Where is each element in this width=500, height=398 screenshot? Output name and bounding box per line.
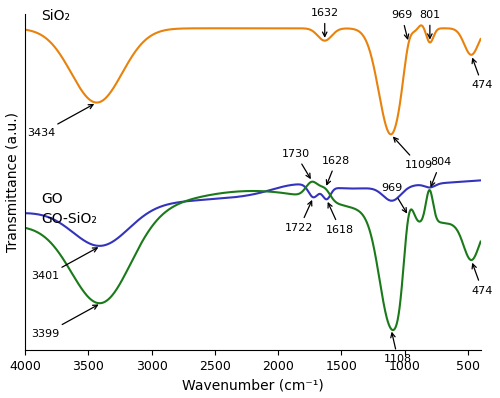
Text: 1730: 1730 [282, 149, 310, 178]
Text: 1618: 1618 [326, 203, 354, 235]
Text: 1108: 1108 [384, 333, 412, 365]
X-axis label: Wavenumber (cm⁻¹): Wavenumber (cm⁻¹) [182, 378, 324, 392]
Text: 3399: 3399 [32, 305, 98, 339]
Text: 1722: 1722 [286, 201, 314, 233]
Text: 1628: 1628 [322, 156, 350, 185]
Text: 801: 801 [420, 10, 440, 38]
Text: 1109: 1109 [394, 137, 432, 170]
Text: 3434: 3434 [27, 105, 93, 138]
Text: 474: 474 [472, 264, 493, 296]
Text: 969: 969 [382, 183, 406, 213]
Y-axis label: Transmittance (a.u.): Transmittance (a.u.) [6, 112, 20, 252]
Text: SiO₂: SiO₂ [42, 9, 70, 23]
Text: GO: GO [42, 192, 63, 206]
Text: 474: 474 [472, 59, 493, 90]
Text: 3401: 3401 [32, 248, 97, 281]
Text: 969: 969 [391, 10, 412, 39]
Text: GO-SiO₂: GO-SiO₂ [42, 212, 98, 226]
Text: 1632: 1632 [310, 8, 339, 37]
Text: 804: 804 [430, 157, 451, 186]
